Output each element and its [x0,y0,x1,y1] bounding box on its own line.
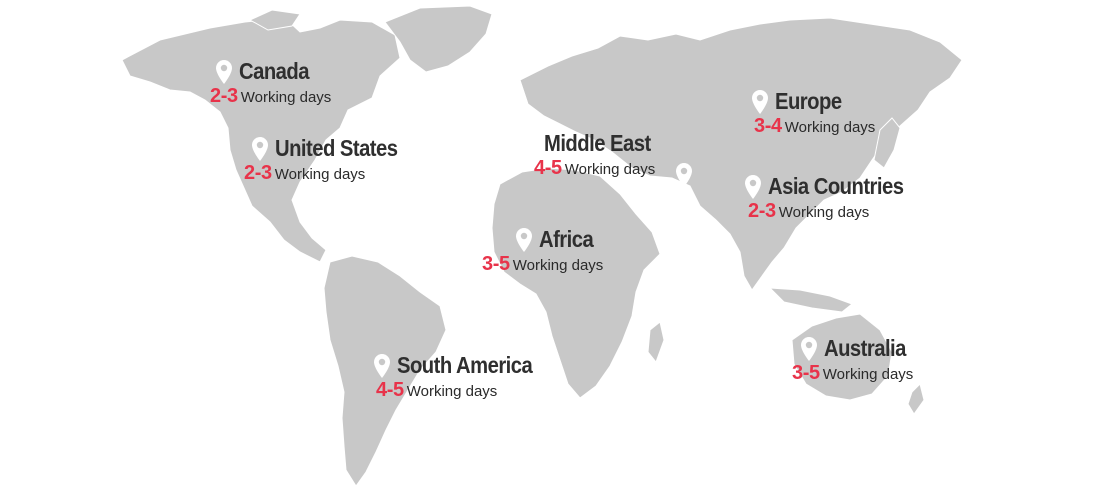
region-name: Middle East [544,130,651,156]
region-australia: Australia 3-5 Working days [792,335,917,385]
arctic-islands-landmass [248,9,301,31]
delivery-days: 2-3 [748,200,776,222]
indonesia-landmass [768,287,854,313]
location-pin-icon [216,59,232,84]
region-name: Africa [539,226,594,252]
delivery-unit: Working days [778,204,870,221]
region-name: Canada [239,58,309,84]
region-africa: Africa 3-5 Working days [482,226,604,276]
greenland-landmass [384,5,493,73]
eurasia-landmass [519,17,963,291]
region-name: Australia [824,335,906,361]
delivery-days: 4-5 [376,379,404,401]
location-pin-icon [745,174,761,199]
region-name: United States [275,135,398,161]
region-united-states: United States 2-3 Working days [244,135,414,185]
region-europe: Europe 3-4 Working days [752,88,875,138]
madagascar-landmass [647,321,665,364]
location-pin-icon [752,89,768,114]
region-south-america: South America 4-5 Working days [374,352,551,402]
region-name: Asia Countries [768,173,904,199]
delivery-days: 3-4 [754,115,782,137]
location-pin-icon [801,336,817,361]
delivery-unit: Working days [822,366,914,383]
new-zealand-landmass [907,383,925,415]
delivery-unit: Working days [784,119,876,136]
australia-landmass [791,313,893,401]
delivery-days: 2-3 [244,162,272,184]
japan-landmass [873,117,901,169]
region-name: Europe [775,88,842,114]
location-pin-icon [374,353,390,378]
delivery-days: 4-5 [534,157,562,179]
location-pin-icon [252,136,268,161]
delivery-unit: Working days [564,161,656,178]
africa-landmass [491,167,661,399]
delivery-unit: Working days [240,89,332,106]
delivery-unit: Working days [512,257,604,274]
delivery-unit: Working days [274,166,366,183]
region-name: South America [397,352,533,378]
region-canada: Canada 2-3 Working days [210,58,332,108]
delivery-days: 3-5 [482,253,510,275]
region-middle-east: Middle East 4-5 Working days [534,130,665,180]
location-pin-icon [676,163,692,187]
delivery-days: 2-3 [210,85,238,107]
location-pin-icon [516,227,532,252]
delivery-unit: Working days [406,383,498,400]
delivery-days: 3-5 [792,362,820,384]
region-asia-countries: Asia Countries 2-3 Working days [745,173,922,223]
